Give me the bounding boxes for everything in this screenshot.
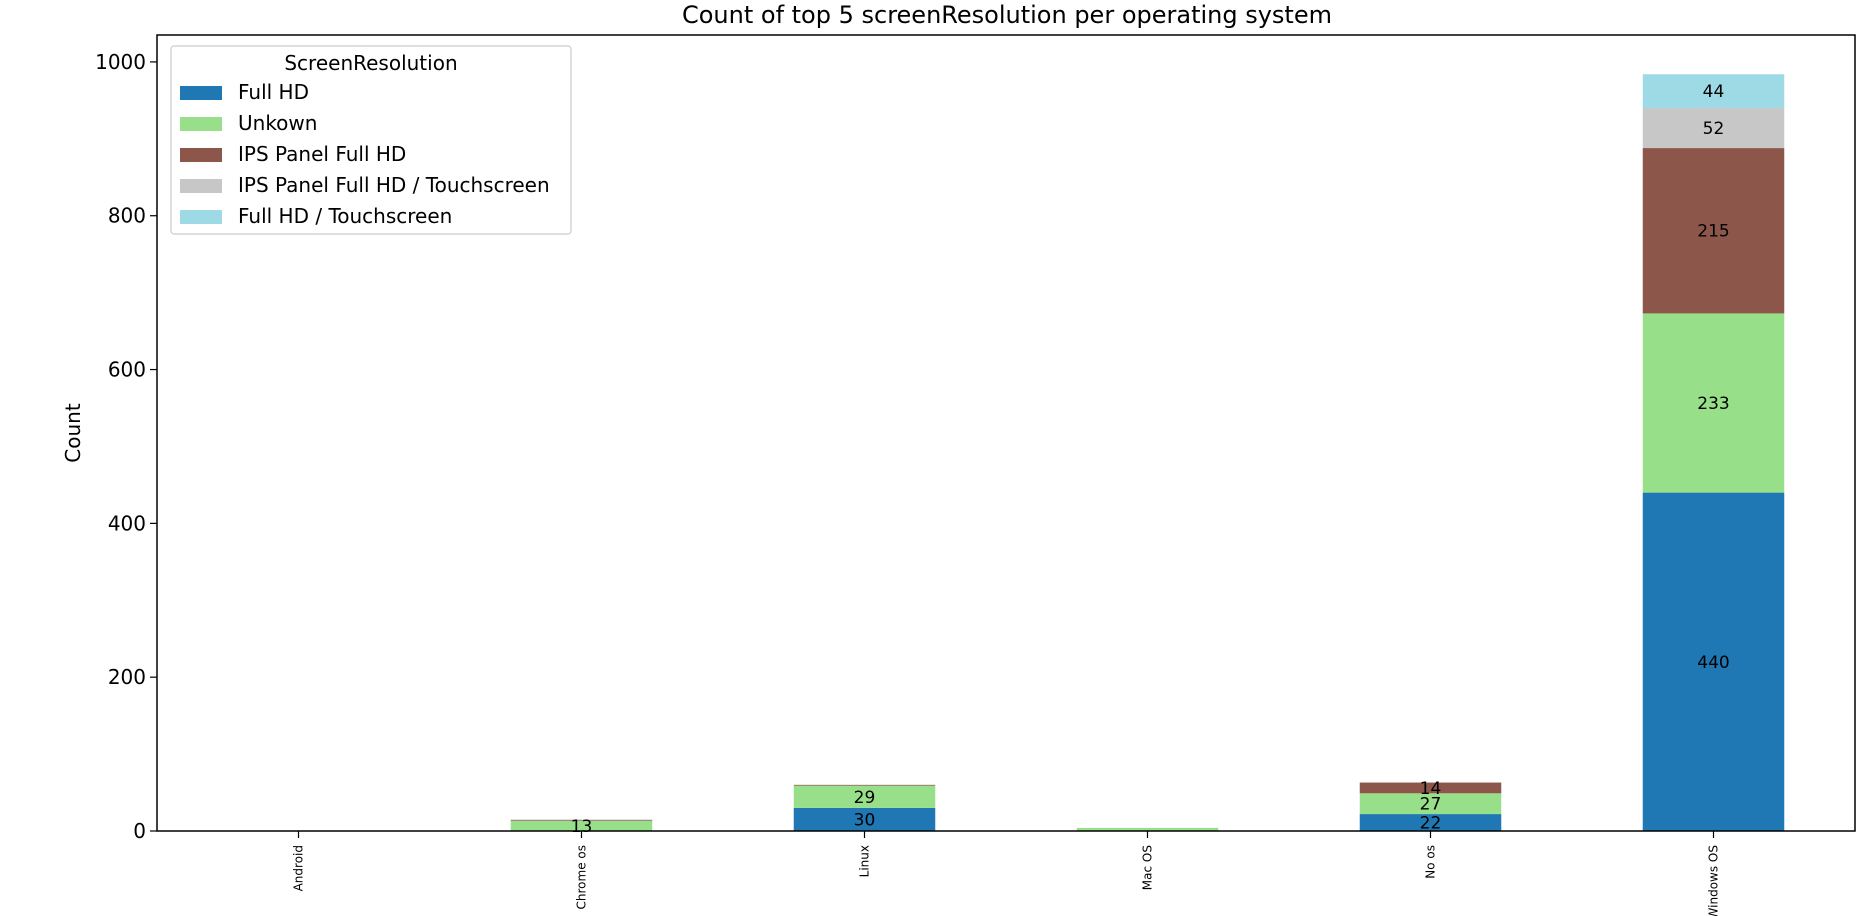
bar-segment-chrome-os-ips-panel-full-hd: [510, 820, 653, 822]
y-tick-label: 200: [108, 665, 146, 689]
y-tick-label: 600: [108, 358, 146, 382]
y-tick-label: 400: [108, 511, 146, 535]
x-tick-label-chrome-os: Chrome os: [575, 845, 589, 909]
bar-segment-windows-os-full-hd: [1642, 492, 1785, 831]
bar-segment-windows-os-full-hd-touchscreen: [1642, 74, 1785, 109]
y-axis-label: Count: [61, 403, 85, 463]
y-tick-label: 800: [108, 204, 146, 228]
bar-segment-no-os-ips-panel-full-hd: [1359, 782, 1502, 794]
bar-label-windows-os-ips-panel-full-hd: 215: [1697, 222, 1729, 242]
legend: ScreenResolution Full HD Unkown IPS Panel F…: [170, 45, 572, 235]
bar-segment-chrome-os-unkown: [510, 821, 653, 831]
legend-swatch-ips-panel-full-hd: [180, 148, 222, 162]
legend-title: ScreenResolution: [284, 51, 457, 75]
legend-frame: [170, 45, 572, 235]
bar-segment-no-os-unkown: [1359, 793, 1502, 815]
y-axis: 0 200 400 600 800 1000: [95, 50, 157, 843]
bar-segment-linux-unkown: [793, 785, 936, 808]
bar-label-windows-os-unkown: 233: [1697, 394, 1729, 414]
x-tick-label-linux: Linux: [858, 845, 872, 877]
x-tick-label-android: Android: [292, 845, 306, 891]
bar-segment-windows-os-ips-panel-full-hd: [1642, 148, 1785, 314]
bar-label-no-os-unkown: 27: [1420, 795, 1442, 815]
bar-label-no-os-ips-panel-full-hd: 14: [1420, 779, 1442, 799]
bar-segment-linux-ips-panel-full-hd: [793, 784, 936, 786]
bar-label-chrome-os-unkown: 13: [571, 817, 593, 837]
x-tick-label-no-os: No os: [1424, 845, 1438, 879]
bar-segment-windows-os-unkown: [1642, 313, 1785, 493]
bar-segment-no-os-full-hd: [1359, 814, 1502, 831]
bar-segment-mac-os-unkown: [1076, 827, 1219, 831]
bar-label-windows-os-full-hd-touchscreen: 44: [1703, 82, 1725, 102]
bar-segment-chrome-os-ips-panel-full-hd-touchscreen: [510, 819, 653, 821]
x-tick-label-windows-os: Windows OS: [1707, 845, 1721, 916]
bar-label-windows-os-full-hd: 440: [1697, 653, 1729, 673]
chart-title: Count of top 5 screenResolution per oper…: [682, 1, 1332, 29]
legend-swatch-unkown: [180, 117, 222, 131]
bar-label-linux-unkown: 29: [854, 788, 876, 808]
bars-layer: [510, 74, 1785, 831]
legend-label-full-hd: Full HD: [238, 80, 309, 104]
legend-label-ips-panel-full-hd: IPS Panel Full HD: [238, 142, 406, 166]
legend-swatch-full-hd: [180, 86, 222, 100]
legend-swatch-ips-panel-full-hd-touchscreen: [180, 179, 222, 193]
legend-label-unkown: Unkown: [238, 111, 317, 135]
x-axis: Android Chrome os Linux Mac OS No os Windows …: [292, 831, 1721, 916]
bar-label-no-os-full-hd: 22: [1420, 814, 1442, 834]
legend-label-full-hd-touchscreen: Full HD / Touchscreen: [238, 204, 452, 228]
bar-label-linux-full-hd: 30: [854, 810, 876, 830]
bar-label-windows-os-ips-panel-full-hd-touchscreen: 52: [1703, 119, 1725, 139]
legend-swatch-full-hd-touchscreen: [180, 210, 222, 224]
x-tick-label-mac-os: Mac OS: [1141, 845, 1155, 890]
legend-label-ips-panel-full-hd-touchscreen: IPS Panel Full HD / Touchscreen: [238, 173, 550, 197]
plot-frame: [156, 34, 1856, 832]
bar-segment-windows-os-ips-panel-full-hd-touchscreen: [1642, 108, 1785, 149]
bar-segment-linux-full-hd: [793, 807, 936, 831]
y-tick-label: 1000: [95, 50, 146, 74]
y-tick-label: 0: [133, 819, 146, 843]
